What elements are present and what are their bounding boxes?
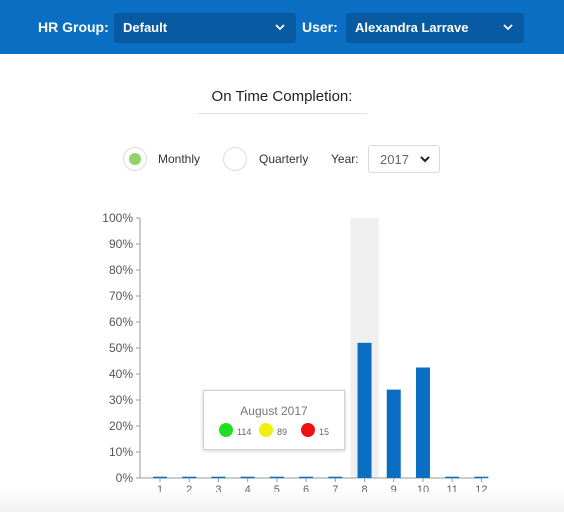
y-tick-label: 40%: [109, 367, 133, 381]
bar-month-5[interactable]: [269, 476, 284, 479]
year-select[interactable]: 2017: [368, 145, 440, 173]
hr-group-value: Default: [123, 20, 168, 35]
bar-month-12[interactable]: [474, 476, 489, 479]
user-select[interactable]: Alexandra Larrave: [346, 13, 524, 43]
bar-month-9[interactable]: [386, 389, 401, 478]
y-tick-label: 30%: [109, 393, 133, 407]
y-tick-label: 60%: [109, 315, 133, 329]
chevron-down-icon: [420, 156, 430, 163]
y-tick-label: 70%: [109, 289, 133, 303]
user-label: User:: [302, 19, 338, 35]
hr-group-label: HR Group:: [38, 19, 109, 35]
yellow-count: 89: [277, 427, 288, 437]
bar-month-3[interactable]: [211, 476, 226, 479]
tooltip-title: August 2017: [240, 404, 308, 418]
year-value: 2017: [380, 152, 409, 167]
completion-bar-chart: 0%10%20%30%40%50%60%70%80%90%100%1234567…: [102, 211, 489, 492]
bar-month-10[interactable]: [415, 367, 430, 479]
chevron-down-icon: [503, 24, 513, 31]
chart-tooltip: August 2017 114 89 15: [203, 390, 345, 450]
y-tick-label: 50%: [109, 341, 133, 355]
bar-month-11[interactable]: [445, 476, 460, 479]
hr-group-select[interactable]: Default: [114, 13, 296, 43]
y-tick-label: 20%: [109, 419, 133, 433]
bar-month-1[interactable]: [153, 476, 167, 479]
bar-month-4[interactable]: [240, 476, 255, 479]
radio-selected-dot: [129, 153, 141, 165]
monthly-label: Monthly: [158, 152, 201, 166]
green-status-icon: [219, 423, 233, 437]
title-divider: [197, 113, 367, 114]
y-tick-label: 80%: [109, 263, 133, 277]
chevron-down-icon: [275, 24, 285, 31]
top-filter-bar: HR Group: Default User: Alexandra Larrav…: [0, 0, 564, 54]
bar-month-8[interactable]: [357, 342, 372, 478]
quarterly-label: Quarterly: [259, 152, 309, 166]
bar-month-7[interactable]: [328, 476, 343, 479]
y-tick-label: 90%: [109, 237, 133, 251]
red-count: 15: [319, 427, 330, 437]
quarterly-radio[interactable]: [223, 147, 247, 171]
year-label: Year:: [331, 152, 359, 166]
bar-month-6[interactable]: [299, 476, 314, 479]
user-value: Alexandra Larrave: [355, 20, 469, 35]
bottom-fade: [0, 486, 564, 512]
bar-month-2[interactable]: [182, 476, 197, 479]
page-title: On Time Completion:: [211, 88, 353, 105]
monthly-radio[interactable]: [123, 147, 147, 171]
y-tick-label: 0%: [116, 471, 134, 485]
red-status-icon: [301, 423, 315, 437]
green-count: 114: [237, 427, 252, 437]
y-tick-label: 100%: [102, 211, 133, 225]
yellow-status-icon: [259, 423, 273, 437]
y-tick-label: 10%: [109, 445, 133, 459]
